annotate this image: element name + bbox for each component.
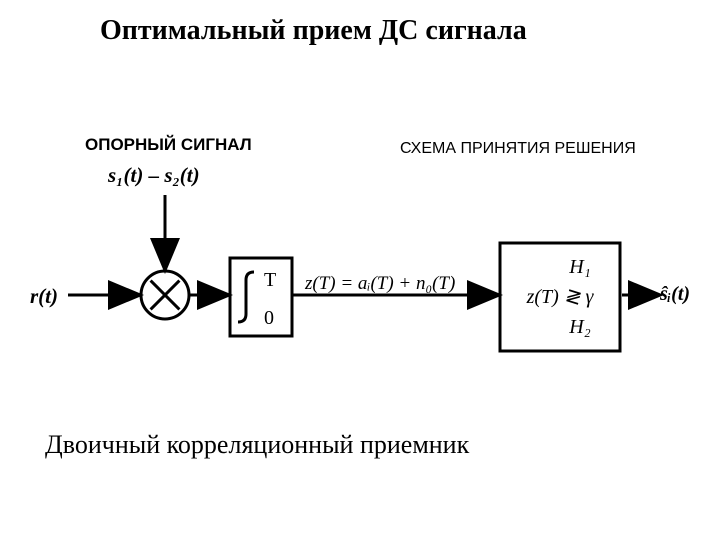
block-diagram: T0 H₁z(T) ≷ γH₂ — [0, 0, 720, 540]
integrator-block: T0 — [230, 258, 292, 336]
decision-block: H₁ z(T) ≷ γ H₂ — [500, 243, 620, 351]
svg-text:H₂: H₂ — [568, 316, 590, 338]
svg-text:z(T) ≷ γ: z(T) ≷ γ — [526, 286, 595, 308]
svg-text:T: T — [264, 269, 276, 291]
svg-text:H₁: H₁ — [568, 256, 590, 278]
svg-text:0: 0 — [264, 307, 274, 329]
multiplier-block — [141, 271, 189, 319]
